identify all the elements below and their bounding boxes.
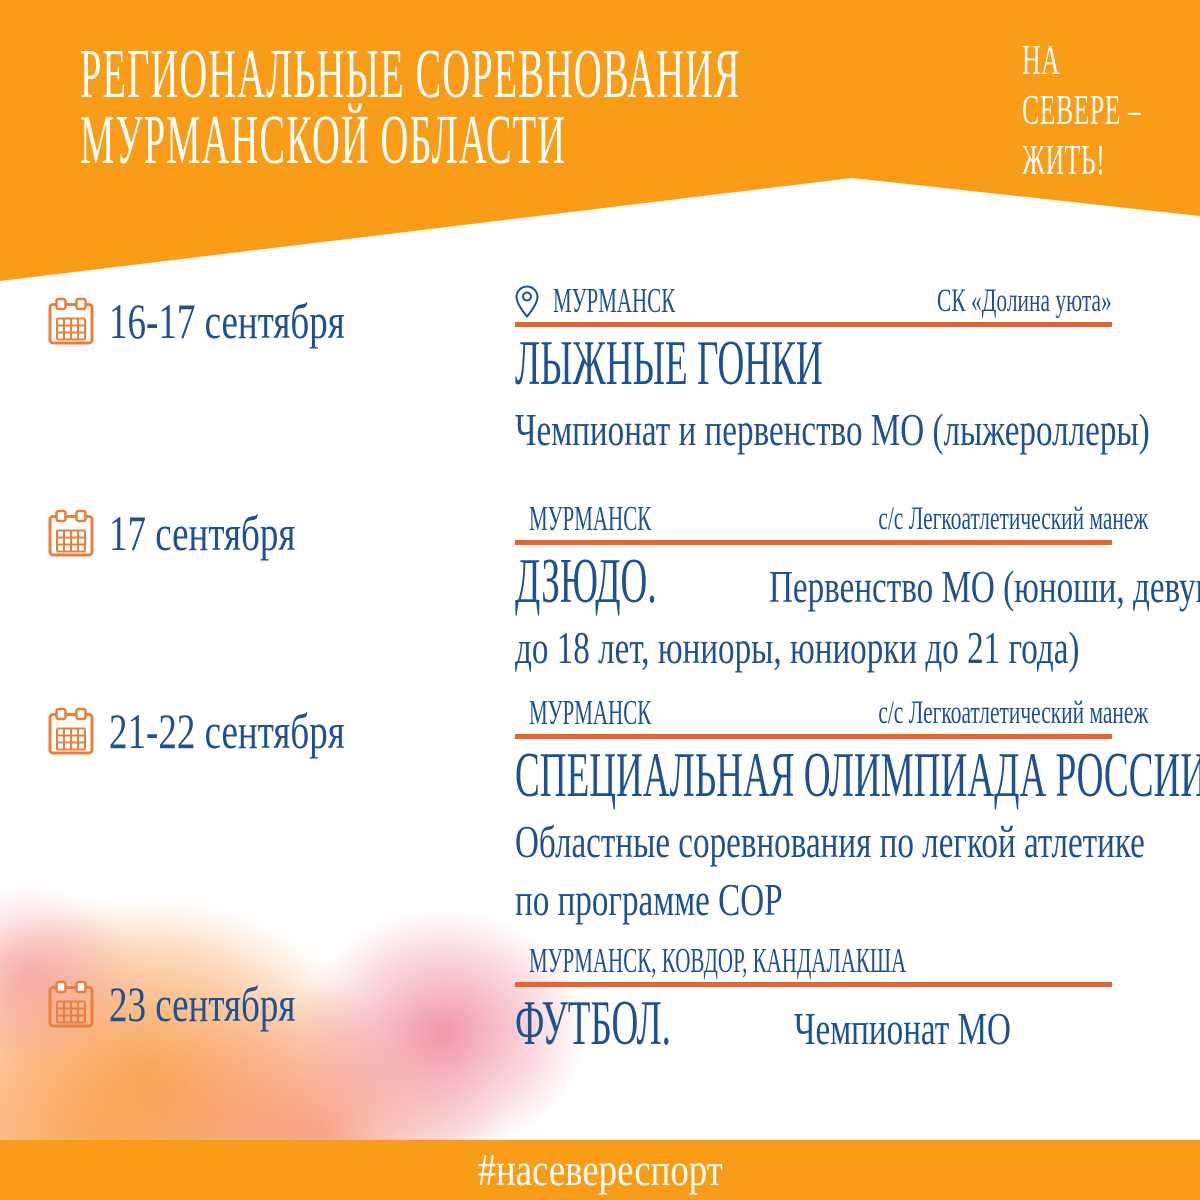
event-date-2: 17 сентября [48, 508, 361, 558]
event-card-3: МУРМАНСК с/с Легкоатлетический манеж СПЕ… [515, 693, 1200, 933]
calendar-icon [48, 980, 94, 1028]
event-description-line: Областные соревнования по легкой атлетик… [515, 816, 1145, 867]
calendar-icon [48, 509, 94, 557]
event-title-suffix: Первенство МО (юноши, девушки [769, 561, 1200, 612]
calendar-icon [48, 707, 94, 755]
event-title: ДЗЮДО. [515, 545, 657, 616]
event-title-row: СПЕЦИАЛЬНАЯ ОЛИМПИАДА РОССИИ [515, 743, 1200, 817]
date-label: 23 сентября [109, 976, 296, 1032]
divider-rule [515, 540, 1112, 545]
event-title-suffix: Чемпионат МО [793, 1003, 1011, 1054]
date-label: 21-22 сентября [109, 703, 345, 759]
hashtag: #насевереспорт [477, 1144, 723, 1195]
event-description-line: Чемпионат и первенство МО (лыжероллеры) [515, 404, 1150, 455]
event-card-1: МУРМАНСК СК «Долина уюта» ЛЫЖНЫЕ ГОНКИ Ч… [515, 283, 1150, 463]
event-date-4: 23 сентября [48, 979, 361, 1029]
event-description-line: до 18 лет, юниоры, юниорки до 21 года) [515, 622, 1080, 673]
divider-rule [515, 322, 1112, 327]
logo-line3: ЖИТЬ! [1022, 138, 1106, 184]
event-title-row: ЛЫЖНЫЕ ГОНКИ [515, 327, 1112, 405]
date-label: 17 сентября [109, 505, 296, 561]
event-title: ЛЫЖНЫЕ ГОНКИ [515, 327, 823, 398]
event-city: МУРМАНСК [553, 281, 676, 320]
event-location-row: МУРМАНСК с/с Легкоатлетический манеж [515, 693, 1148, 732]
divider-rule [515, 734, 1112, 739]
na-severe-zhit-logo: НА СЕВЕРЕ – ЖИТЬ! [1022, 36, 1200, 186]
event-location-row: МУРМАНСК СК «Долина уюта» [515, 283, 1112, 319]
logo-line2: СЕВЕРЕ – [1022, 88, 1142, 134]
event-title-row: ФУТБОЛ. Чемпионат МО [515, 987, 1112, 1065]
footer-banner: #насевереспорт [0, 1140, 1200, 1200]
event-title-row: ДЗЮДО. Первенство МО (юноши, девушки [515, 545, 1200, 623]
page-title: РЕГИОНАЛЬНЫЕ СОРЕВНОВАНИЯ МУРМАНСКОЙ ОБЛ… [80, 36, 1200, 179]
event-location-row: МУРМАНСК с/с Легкоатлетический манеж [515, 499, 1148, 538]
event-title: ФУТБОЛ. [515, 987, 671, 1058]
event-date-3: 21-22 сентября [48, 706, 428, 756]
event-date-1: 16-17 сентября [48, 296, 428, 346]
header-banner: РЕГИОНАЛЬНЫЕ СОРЕВНОВАНИЯ МУРМАНСКОЙ ОБЛ… [0, 0, 1200, 281]
event-title: СПЕЦИАЛЬНАЯ ОЛИМПИАДА РОССИИ [515, 739, 1200, 810]
event-venue: с/с Легкоатлетический манеж [878, 501, 1148, 537]
calendar-icon [48, 297, 94, 345]
event-location-row: МУРМАНСК, КОВДОР, КАНДАЛАКША [515, 943, 1112, 979]
location-pin-icon [515, 285, 539, 318]
page-title-line1: РЕГИОНАЛЬНЫЕ СОРЕВНОВАНИЯ [80, 36, 741, 113]
event-venue: СК «Долина уюта» [937, 283, 1112, 319]
page-title-line2: МУРМАНСКОЙ ОБЛАСТИ [80, 102, 567, 179]
event-card-4: МУРМАНСК, КОВДОР, КАНДАЛАКША ФУТБОЛ. Чемп… [515, 943, 1112, 1065]
event-city: МУРМАНСК, КОВДОР, КАНДАЛАКША [529, 941, 907, 980]
event-card-2: МУРМАНСК с/с Легкоатлетический манеж ДЗЮ… [515, 499, 1200, 681]
event-venue: с/с Легкоатлетический манеж [878, 695, 1148, 731]
event-description-line: по программе СОР [515, 874, 783, 925]
date-label: 16-17 сентября [109, 293, 345, 349]
divider-rule [515, 982, 1112, 987]
event-city: МУРМАНСК [529, 499, 652, 538]
event-city: МУРМАНСК [529, 693, 652, 732]
logo-line1: НА [1022, 38, 1061, 84]
